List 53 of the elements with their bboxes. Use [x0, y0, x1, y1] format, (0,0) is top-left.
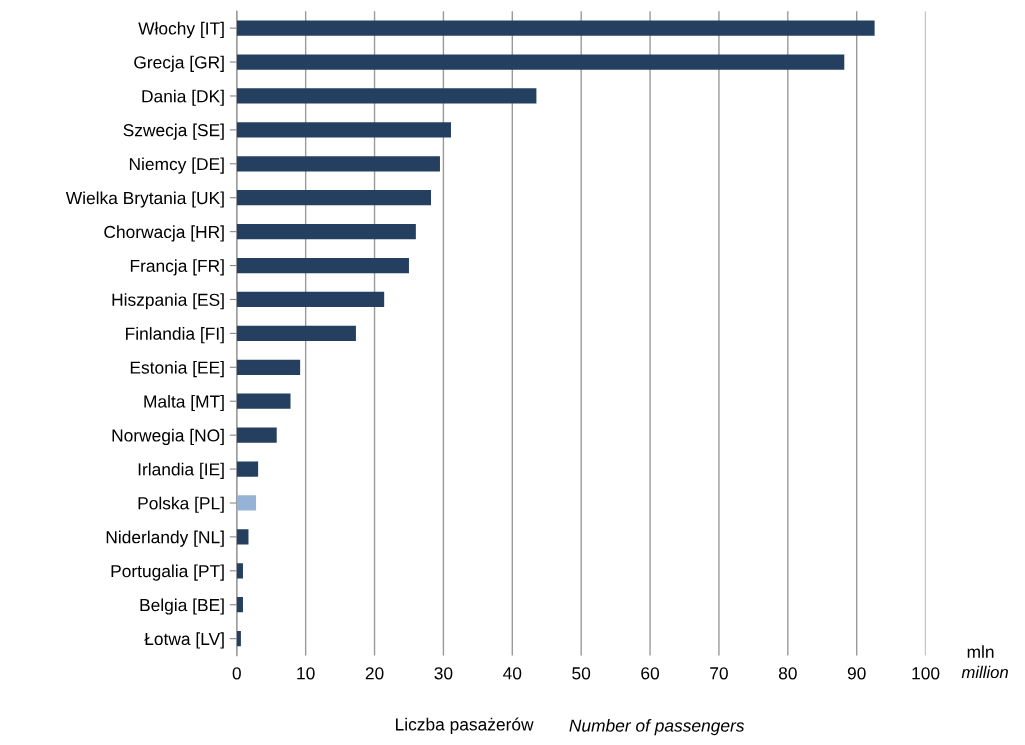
bar — [236, 88, 537, 104]
text: mln — [967, 645, 994, 658]
y-tick-label: Francja [FR] — [130, 259, 224, 276]
bar — [236, 257, 409, 274]
bar — [236, 461, 259, 477]
y-tick-label: Hiszpania [ES] — [112, 293, 224, 310]
y-tick-label: Malta [MT] — [144, 394, 224, 412]
x-tick-label: 80 — [778, 667, 797, 680]
bar — [236, 325, 356, 342]
bar — [236, 393, 291, 409]
bar — [236, 563, 243, 579]
text: million — [961, 665, 1008, 679]
text: Number of passengers — [569, 719, 745, 736]
y-tick-label: Finlandia [FI] — [126, 327, 224, 344]
bar — [236, 529, 249, 545]
bar — [236, 224, 416, 240]
x-tick-label: 70 — [710, 667, 728, 680]
y-tick-label: Irlandia [IE] — [138, 462, 224, 479]
bar — [236, 190, 432, 206]
x-axis-title: Liczba pasażerów — [396, 717, 534, 734]
y-tick-label: Polska [PL] — [138, 496, 224, 513]
y-tick-label: Wielka Brytania [UK] — [65, 191, 224, 208]
bar — [236, 631, 241, 647]
bar — [236, 156, 440, 172]
x-tick-label: 10 — [297, 667, 315, 680]
y-tick-label: Estonia [EE] — [130, 361, 224, 378]
bar — [236, 597, 243, 613]
y-tick-label: Łotwa [LV] — [144, 632, 224, 649]
bar — [236, 122, 451, 138]
y-tick-label: Szwecja [SE] — [123, 123, 224, 140]
bar — [236, 291, 385, 308]
y-tick-label: Grecja [GR] — [134, 55, 224, 72]
bar — [236, 427, 277, 443]
y-tick-label: Dania [DK] — [142, 89, 224, 106]
y-tick-label: Portugalia [PT] — [111, 564, 224, 581]
y-tick-label: Niemcy [DE] — [129, 157, 224, 174]
bar — [236, 54, 845, 70]
y-tick-label: Norwegia [NO] — [112, 428, 224, 446]
x-tick-label: 90 — [847, 667, 866, 680]
x-tick-label: 20 — [365, 667, 384, 680]
bar — [236, 495, 257, 511]
x-tick-label: 0 — [232, 667, 241, 680]
bar — [236, 20, 875, 36]
x-tick-label: 60 — [641, 667, 660, 680]
y-tick-label: Belgia [BE] — [140, 598, 224, 615]
x-tick-label: 50 — [572, 667, 591, 680]
x-tick-label: 30 — [434, 667, 453, 680]
bar — [236, 359, 301, 375]
y-tick-label: Chorwacja [HR] — [104, 225, 224, 242]
y-tick-label: Niderlandy [NL] — [106, 530, 224, 547]
x-tick-label: 40 — [503, 667, 522, 680]
y-tick-label: Włochy [IT] — [138, 21, 224, 39]
x-tick-label: 100 — [912, 667, 940, 680]
